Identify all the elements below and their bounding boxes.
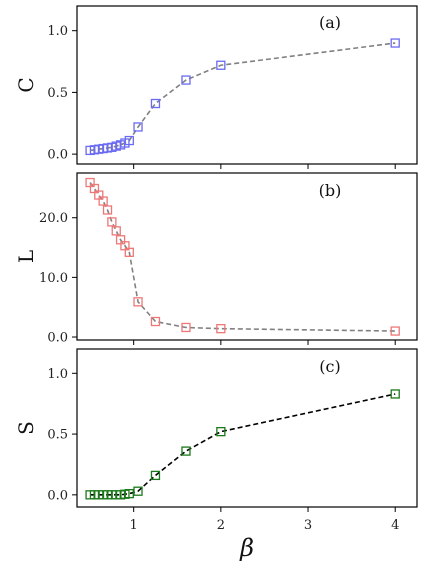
y-tick-label: 0.0 [47,488,68,503]
data-point [124,135,134,146]
data-point [181,75,191,85]
y-axis-label: S [14,421,38,435]
plot-frame [76,172,418,341]
x-tick-label: 3 [304,518,312,533]
x-tick-label: 1 [130,518,138,533]
data-point [150,470,161,481]
y-tick-label: 0.0 [47,331,68,346]
data-point [181,322,191,333]
x-tick-label: 2 [217,518,225,533]
data-point [150,316,161,327]
data-point [390,326,400,336]
data-point [390,389,400,399]
y-axis-label: C [14,77,38,92]
panel-2: 0.0 10.0 20.0 L (b) [14,172,418,346]
data-point [107,217,117,227]
data-point [124,488,134,499]
panel-3: 1 2 3 4 0.0 0.5 1.0 S (c) β [14,348,418,562]
data-point [390,38,400,48]
series-line [89,42,396,152]
panel-label: (b) [319,181,342,200]
plot-frame [76,5,418,165]
y-tick-label: 0.0 [47,148,68,163]
y-tick-label: 1.0 [47,24,68,39]
panel-label: (c) [319,357,340,376]
data-point [133,122,143,132]
panel-label: (a) [319,13,341,32]
data-point [181,446,191,456]
panel-1: 0.0 0.5 1.0 C (a) [14,5,418,169]
series-line [89,182,396,332]
data-point [216,426,226,437]
series-line [90,393,396,496]
data-point [111,226,121,236]
data-point [216,60,226,70]
y-tick-label: 1.0 [47,367,68,382]
data-point [133,486,143,496]
data-point [150,98,161,109]
y-tick-label: 10.0 [39,271,68,286]
data-point [124,247,134,257]
data-point [98,196,108,206]
y-axis-label: L [14,250,38,263]
x-axis-label: β [239,534,254,562]
data-point [102,205,113,215]
y-tick-label: 0.5 [47,86,68,101]
data-point [133,297,143,307]
y-tick-label: 20.0 [39,211,68,226]
data-point [216,324,226,334]
x-tick-label: 4 [391,518,399,533]
plot-frame [76,348,418,508]
y-tick-label: 0.5 [47,428,68,443]
